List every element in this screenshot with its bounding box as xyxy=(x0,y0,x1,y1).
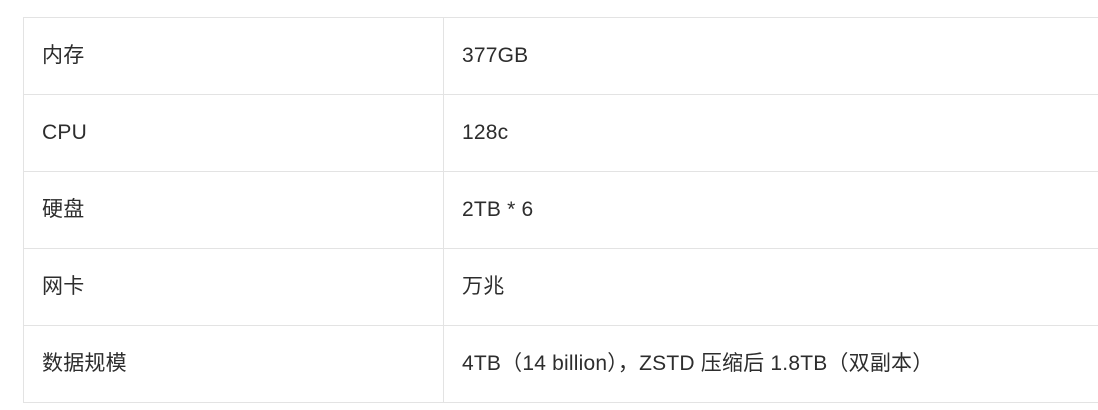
spec-value-memory: 377GB xyxy=(443,17,1098,95)
spec-label-data-scale: 数据规模 xyxy=(23,325,444,403)
spec-label-nic: 网卡 xyxy=(23,248,444,326)
table-row: CPU 128c xyxy=(23,94,1098,172)
spec-label-cpu: CPU xyxy=(23,94,444,172)
spec-value-data-scale: 4TB（14 billion），ZSTD 压缩后 1.8TB（双副本） xyxy=(443,325,1098,403)
table-row: 数据规模 4TB（14 billion），ZSTD 压缩后 1.8TB（双副本） xyxy=(23,325,1098,403)
table-row: 硬盘 2TB * 6 xyxy=(23,171,1098,249)
spec-value-cpu: 128c xyxy=(443,94,1098,172)
table-row: 内存 377GB xyxy=(23,17,1098,95)
spec-label-disk: 硬盘 xyxy=(23,171,444,249)
spec-label-memory: 内存 xyxy=(23,17,444,95)
spec-value-nic: 万兆 xyxy=(443,248,1098,326)
spec-value-disk: 2TB * 6 xyxy=(443,171,1098,249)
spec-table: 内存 377GB CPU 128c 硬盘 2TB * 6 网卡 万兆 数据规模 … xyxy=(23,17,1098,403)
table-row: 网卡 万兆 xyxy=(23,248,1098,326)
